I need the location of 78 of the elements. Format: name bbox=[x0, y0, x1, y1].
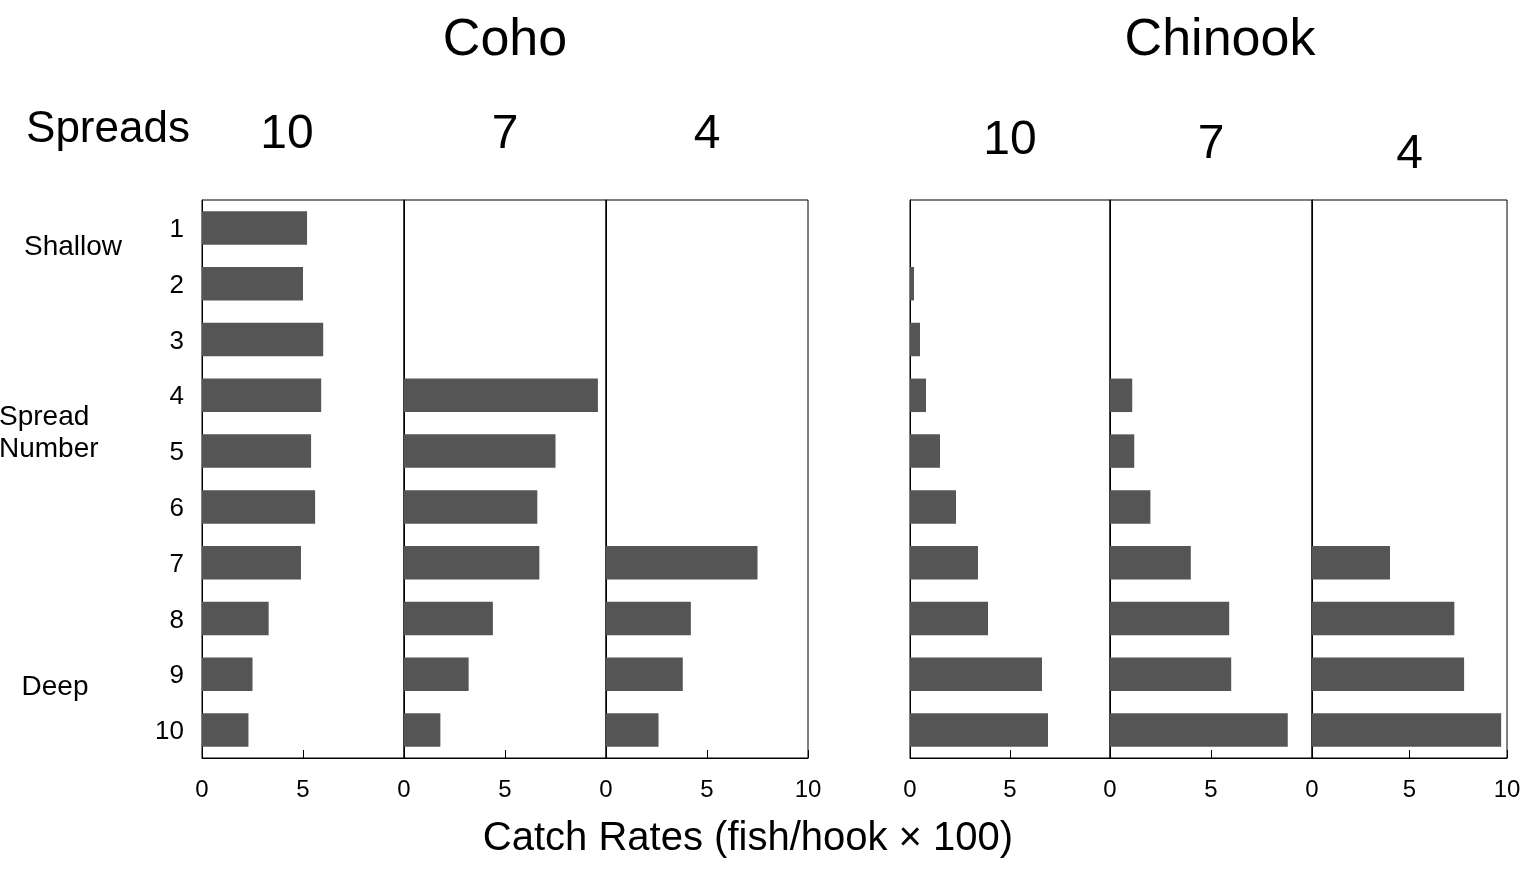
bar bbox=[910, 266, 914, 301]
x-axis-title: Catch Rates (fish/hook × 100) bbox=[482, 813, 1014, 859]
bar bbox=[404, 545, 540, 580]
bar bbox=[1110, 434, 1135, 468]
x-tick-label: 10 bbox=[1493, 774, 1521, 802]
bar bbox=[1110, 601, 1230, 636]
bar bbox=[1312, 545, 1390, 580]
bar bbox=[606, 713, 659, 747]
bar bbox=[910, 490, 956, 524]
bar bbox=[202, 211, 308, 245]
y-tick-label: 1 bbox=[169, 212, 184, 243]
bar bbox=[202, 434, 312, 468]
bar bbox=[910, 545, 978, 580]
text: Shallow bbox=[23, 229, 123, 263]
bar bbox=[404, 434, 556, 468]
y-tick-label: 4 bbox=[169, 380, 184, 411]
y-tick-label: 8 bbox=[169, 603, 184, 634]
bar bbox=[1110, 545, 1191, 580]
text: Chinook bbox=[1124, 8, 1316, 68]
bar bbox=[606, 601, 691, 636]
y-tick-label: 3 bbox=[169, 324, 184, 355]
bar bbox=[404, 490, 538, 524]
bar bbox=[910, 434, 940, 468]
bar bbox=[202, 601, 269, 636]
text: Coho bbox=[442, 8, 568, 68]
y-tick-label: 6 bbox=[169, 491, 184, 522]
bar bbox=[910, 601, 988, 636]
x-tick-label: 5 bbox=[498, 774, 512, 802]
x-tick-label: 10 bbox=[794, 774, 822, 802]
bar bbox=[1312, 713, 1502, 747]
bar bbox=[202, 378, 322, 413]
bar bbox=[606, 657, 683, 692]
y-tick-label: 10 bbox=[155, 715, 184, 746]
bar bbox=[202, 490, 316, 524]
chart-title: 4 bbox=[1396, 124, 1423, 178]
x-tick-label: 0 bbox=[903, 774, 917, 802]
chart-title: 10 bbox=[983, 110, 1037, 164]
text: Deep bbox=[21, 669, 89, 703]
bar bbox=[404, 378, 598, 413]
x-tick-label: 0 bbox=[397, 774, 411, 802]
y-tick-label: 7 bbox=[169, 547, 184, 578]
x-tick-label: 5 bbox=[1003, 774, 1017, 802]
y-tick-label: 9 bbox=[169, 659, 184, 690]
chart-title: 4 bbox=[693, 104, 721, 158]
x-tick-label: 0 bbox=[195, 774, 209, 802]
bar bbox=[1110, 713, 1288, 747]
bar bbox=[1110, 657, 1232, 692]
bar bbox=[202, 322, 324, 357]
bar bbox=[404, 713, 441, 747]
bar bbox=[606, 545, 758, 580]
chart-title: 7 bbox=[491, 104, 519, 158]
x-tick-label: 0 bbox=[1103, 774, 1117, 802]
y-tick-label: 2 bbox=[169, 268, 184, 299]
bar bbox=[910, 322, 920, 357]
x-tick-label: 0 bbox=[599, 774, 613, 802]
bar bbox=[1110, 378, 1133, 413]
chart-title: 7 bbox=[1197, 114, 1225, 168]
x-tick-label: 5 bbox=[1402, 774, 1417, 802]
bar bbox=[202, 266, 303, 301]
text: Spreads bbox=[26, 101, 190, 153]
x-tick-label: 0 bbox=[1305, 774, 1319, 802]
bar bbox=[202, 713, 249, 747]
bar bbox=[910, 713, 1048, 747]
bar bbox=[1110, 490, 1151, 524]
bar bbox=[1312, 601, 1455, 636]
x-tick-label: 5 bbox=[296, 774, 310, 802]
bar bbox=[404, 601, 493, 636]
bar bbox=[202, 657, 253, 692]
x-tick-label: 5 bbox=[700, 774, 714, 802]
bar bbox=[404, 657, 469, 692]
chart-title: 10 bbox=[260, 104, 314, 158]
x-tick-label: 5 bbox=[1204, 774, 1218, 802]
bar bbox=[202, 545, 301, 580]
bar bbox=[910, 378, 926, 413]
y-tick-label: 5 bbox=[169, 436, 184, 467]
bar bbox=[910, 657, 1042, 692]
y-axis-title: Spread Number bbox=[0, 399, 100, 465]
bar bbox=[1312, 657, 1465, 692]
